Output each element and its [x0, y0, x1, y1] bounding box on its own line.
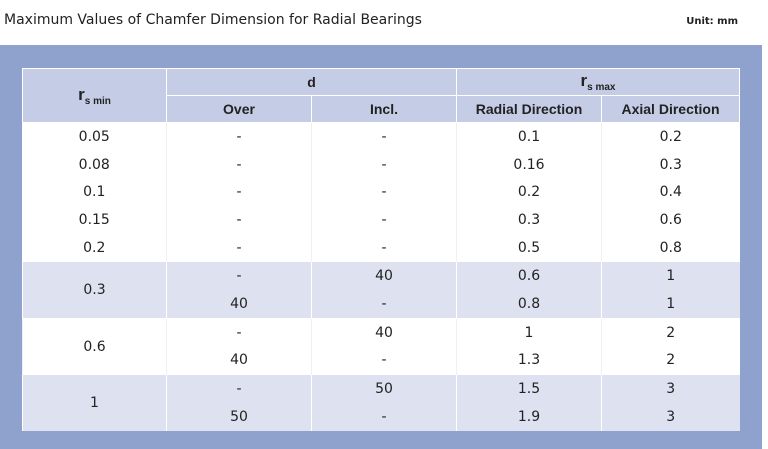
- radial-cell: 0.6: [456, 261, 602, 291]
- axial-cell: 0.6: [601, 206, 740, 234]
- rs-min-cell: 0.3: [22, 261, 167, 319]
- incl-cell: -: [311, 346, 457, 375]
- axial-cell: 0.3: [601, 150, 740, 179]
- row-group: 0.08- -0.16 0.3: [23, 150, 740, 179]
- incl-header: Incl.: [311, 95, 457, 123]
- rs-min-header: rs min: [22, 68, 167, 123]
- table-frame: rs min d rs max Over Incl. Radial Direct…: [0, 45, 762, 449]
- axial-cell: 0.8: [601, 233, 740, 262]
- symbol: r: [580, 71, 588, 91]
- radial-cell: 0.16: [456, 150, 602, 179]
- table: rs min d rs max Over Incl. Radial Direct…: [22, 68, 740, 431]
- axial-cell: 0.2: [601, 122, 740, 151]
- radial-cell: 1: [456, 317, 602, 347]
- radial-header: Radial Direction: [456, 95, 602, 123]
- over-cell: -: [166, 122, 312, 151]
- row-group: 0.6-40 1 2 40-1.3 2: [22, 317, 740, 375]
- row: 0.3-40 0.6 1: [22, 261, 740, 319]
- over-cell: 50: [166, 402, 312, 431]
- incl-cell: -: [311, 233, 457, 262]
- rs-min-cell: 0.1: [83, 184, 106, 201]
- rs-min-cell: 0.05: [78, 128, 110, 145]
- row: 50-1.9 3: [23, 402, 740, 431]
- row-group: 1-50 1.5 3 50-1.9 3: [22, 374, 740, 431]
- rs-min-cell: 0.2: [83, 239, 106, 256]
- axial-cell: 2: [601, 317, 740, 347]
- rs-min-cell: 0.15: [78, 211, 110, 228]
- radial-cell: 0.2: [456, 178, 602, 207]
- row: 0.15- -0.3 0.6: [23, 206, 740, 234]
- title: Maximum Values of Chamfer Dimension for …: [4, 12, 422, 28]
- row: 0.1- -0.2 0.4: [23, 178, 740, 207]
- row: 0.6-40 1 2: [22, 317, 740, 375]
- incl-cell: -: [311, 178, 457, 207]
- axial-cell: 3: [601, 402, 740, 431]
- radial-cell: 1.9: [456, 402, 602, 431]
- row: 0.2- -0.5 0.8: [23, 233, 740, 262]
- radial-cell: 1.5: [456, 374, 602, 403]
- row-group: 0.3-40 0.6 1 40-0.8 1: [22, 261, 740, 319]
- axial-header: Axial Direction: [601, 95, 740, 123]
- radial-cell: 1.3: [456, 346, 602, 375]
- axial-cell: 1: [601, 261, 740, 291]
- incl-cell: -: [311, 290, 457, 319]
- rs-max-header: rs max: [456, 68, 740, 96]
- over-cell: -: [166, 261, 312, 291]
- over-cell: 40: [166, 290, 312, 319]
- rs-min-cell: 1: [22, 374, 167, 431]
- symbol: r: [78, 84, 85, 104]
- row: 0.05- -0.1 0.2: [23, 122, 740, 151]
- rs-min-cell: 0.6: [22, 317, 167, 375]
- over-header: Over: [166, 95, 312, 123]
- rs-min-cell: 0.08: [78, 156, 110, 173]
- over-cell: -: [166, 317, 312, 347]
- over-cell: -: [166, 374, 312, 403]
- axial-cell: 0.4: [601, 178, 740, 207]
- row: 40-0.8 1: [23, 290, 740, 319]
- row: 40-1.3 2: [23, 346, 740, 375]
- incl-cell: -: [311, 122, 457, 151]
- row-group: 0.2- -0.5 0.8: [23, 233, 740, 262]
- axial-cell: 1: [601, 290, 740, 319]
- axial-cell: 2: [601, 346, 740, 375]
- d-header: d: [166, 68, 457, 96]
- over-cell: 40: [166, 346, 312, 375]
- unit: Unit: mm: [686, 16, 738, 27]
- incl-cell: 50: [311, 374, 457, 403]
- row-group: 0.15- -0.3 0.6: [23, 206, 740, 234]
- axial-cell: 3: [601, 374, 740, 403]
- radial-cell: 0.3: [456, 206, 602, 234]
- radial-cell: 0.8: [456, 290, 602, 319]
- radial-cell: 0.5: [456, 233, 602, 262]
- incl-cell: -: [311, 206, 457, 234]
- row-group: 0.05- -0.1 0.2: [23, 122, 740, 151]
- incl-cell: -: [311, 150, 457, 179]
- subscript: s min: [84, 95, 111, 107]
- incl-cell: 40: [311, 317, 457, 347]
- radial-cell: 0.1: [456, 122, 602, 151]
- over-cell: -: [166, 178, 312, 207]
- row: 1-50 1.5 3: [22, 374, 740, 431]
- over-cell: -: [166, 206, 312, 234]
- incl-cell: 40: [311, 261, 457, 291]
- row: 0.08- -0.16 0.3: [23, 150, 740, 179]
- over-cell: -: [166, 233, 312, 262]
- incl-cell: -: [311, 402, 457, 431]
- over-cell: -: [166, 150, 312, 179]
- subscript: s max: [587, 81, 616, 93]
- row-group: 0.1- -0.2 0.4: [23, 178, 740, 207]
